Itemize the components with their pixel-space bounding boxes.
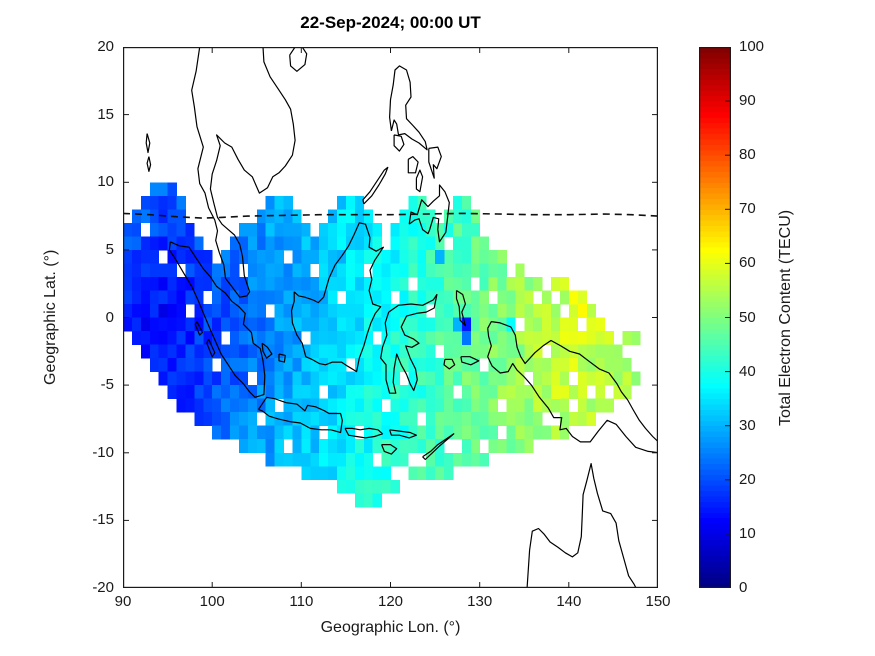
coastline-palawan <box>362 166 389 205</box>
colorbar-tick-label: 20 <box>739 470 756 488</box>
coastline-bali_lombok_sumbawa <box>344 427 384 439</box>
tec-heatmap-cells <box>123 182 641 508</box>
coastline-java <box>258 396 343 434</box>
coastline-buru <box>443 358 456 370</box>
colorbar-gradient <box>699 47 731 589</box>
colorbar-svg <box>699 46 731 589</box>
coastline-sumatra <box>168 241 266 398</box>
x-tick-label: 140 <box>556 593 582 610</box>
coastline-andaman_north <box>145 133 151 154</box>
colorbar-tick-label: 10 <box>739 524 756 542</box>
coastline-bangka <box>261 342 273 359</box>
axes-box <box>123 47 658 588</box>
colorbar-tick-label: 100 <box>739 38 765 55</box>
coastline-mindoro <box>393 134 405 152</box>
colorbar-tick-label: 80 <box>739 146 756 164</box>
coastline-australia_cape_york <box>526 463 639 591</box>
y-tick-label: -20 <box>92 579 114 596</box>
coastline-panay <box>407 155 419 174</box>
colorbar-tick-label: 0 <box>739 579 748 596</box>
coastline-sulawesi <box>380 293 438 394</box>
coastline-negros_cebu <box>415 169 424 193</box>
coastline-borneo <box>290 222 384 373</box>
coastline-mentawai_south <box>206 338 216 358</box>
coastline-new_guinea <box>487 321 661 454</box>
colorbar-label: Total Electron Content (TECU) <box>777 209 794 426</box>
coastlines <box>145 46 661 591</box>
coastline-timor <box>422 433 455 461</box>
colorbar-tick-label: 50 <box>739 308 756 326</box>
coastline-samar_leyte <box>428 146 442 179</box>
coastline-andaman_south <box>146 156 152 173</box>
colorbar-tick-label: 40 <box>739 362 756 380</box>
coastline-flores <box>389 429 417 439</box>
x-axis-label: Geographic Lon. (°) <box>320 619 461 636</box>
y-tick-label: 20 <box>97 38 114 55</box>
x-tick-label: 100 <box>199 593 225 610</box>
x-tick-label: 120 <box>377 593 404 610</box>
plot-area <box>122 46 661 591</box>
coastline-mindanao <box>408 184 450 243</box>
colorbar-tick-label: 70 <box>739 200 756 218</box>
y-tick-label: -15 <box>92 511 114 529</box>
coastline-luzon <box>389 65 428 151</box>
coastline-belitung <box>278 353 286 363</box>
x-tick-label: 110 <box>289 593 314 610</box>
colorbar-tick-label: 30 <box>739 416 756 434</box>
y-tick-label: -10 <box>92 443 114 461</box>
x-tick-label: 150 <box>645 593 671 610</box>
plot-title: 22-Sep-2024; 00:00 UT <box>300 13 481 32</box>
coastline-mentawai_north <box>194 321 204 336</box>
magnetic-equator-dashed-line <box>122 212 659 219</box>
colorbar <box>699 46 731 589</box>
y-tick-label: 5 <box>105 240 114 258</box>
colorbar-tick-label: 90 <box>739 92 756 110</box>
y-tick-label: 15 <box>97 105 114 123</box>
y-tick-label: 10 <box>97 173 114 191</box>
coastline-seram <box>460 356 480 366</box>
x-tick-label: 130 <box>467 593 493 610</box>
coastline-halmahera <box>455 289 466 327</box>
y-axis-label: Geographic Lat. (°) <box>42 249 59 386</box>
y-tick-label: 0 <box>105 308 114 326</box>
coastline-mainland_indochina_malaya <box>191 46 296 298</box>
y-tick-label: -5 <box>100 376 114 394</box>
colorbar-box <box>699 47 731 588</box>
coastline-sumba <box>381 444 398 455</box>
colorbar-tick-label: 60 <box>739 254 756 272</box>
x-tick-label: 90 <box>114 593 132 610</box>
map-plot-svg <box>122 46 661 591</box>
